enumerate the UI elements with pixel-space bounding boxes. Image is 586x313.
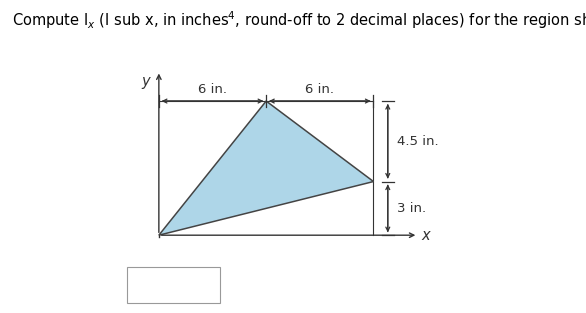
Text: 6 in.: 6 in.	[198, 83, 227, 96]
Text: y: y	[141, 74, 150, 89]
Text: Compute I$_x$ (I sub x, in inches$^4$, round-off to 2 decimal places) for the re: Compute I$_x$ (I sub x, in inches$^4$, r…	[12, 9, 586, 31]
Bar	[127, 267, 220, 303]
Text: 3 in.: 3 in.	[397, 202, 426, 215]
Polygon shape	[159, 101, 373, 235]
Text: 6 in.: 6 in.	[305, 83, 335, 96]
Text: 4.5 in.: 4.5 in.	[397, 135, 438, 148]
Text: x: x	[422, 228, 430, 243]
